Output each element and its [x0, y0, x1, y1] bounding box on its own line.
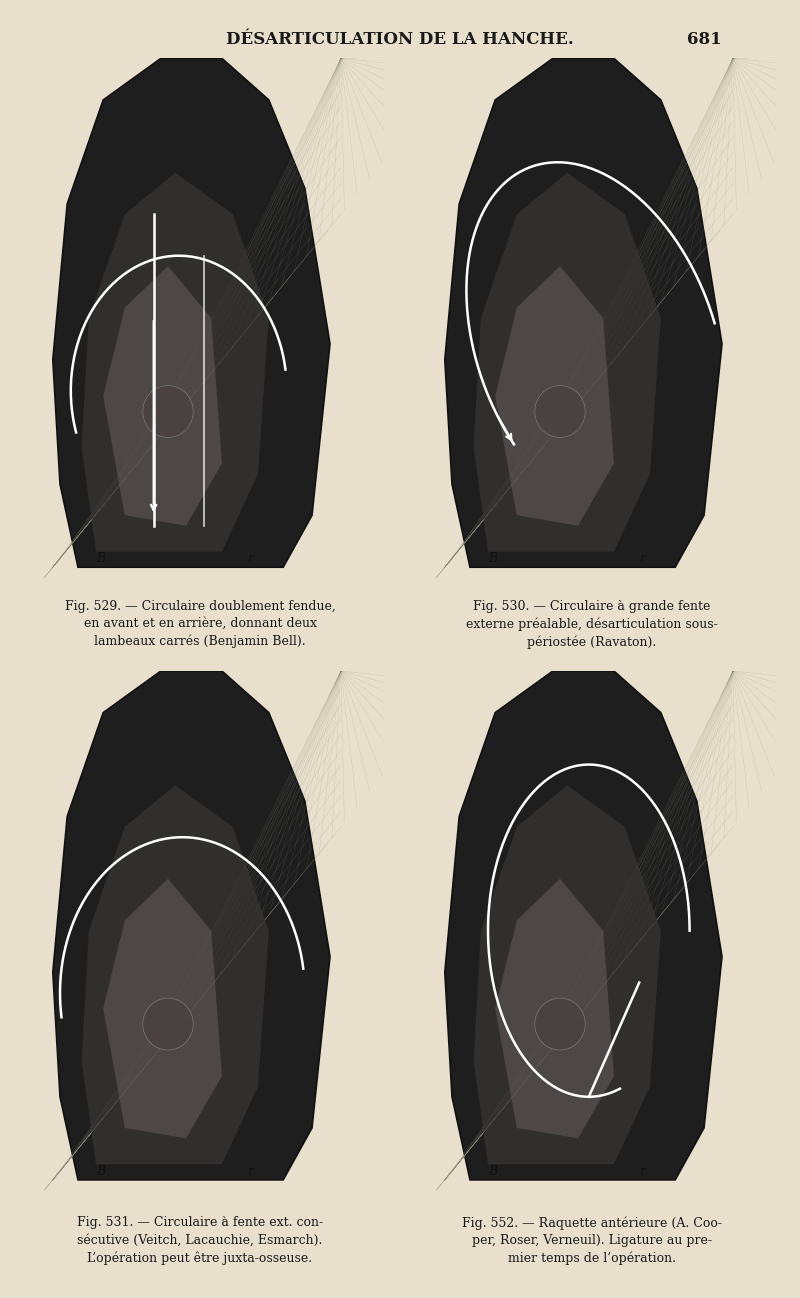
Text: Fig. 529. — Circulaire doublement fendue,
en avant et en arrière, donnant deux
l: Fig. 529. — Circulaire doublement fendue… — [65, 600, 335, 649]
Text: 681: 681 — [686, 31, 722, 48]
Text: Fig. 531. — Circulaire à fente ext. con-
sécutive (Veitch, Lacauchie, Esmarch).
: Fig. 531. — Circulaire à fente ext. con-… — [77, 1216, 323, 1266]
Text: DÉSARTICULATION DE LA HANCHE.: DÉSARTICULATION DE LA HANCHE. — [226, 31, 574, 48]
Text: Fig. 530. — Circulaire à grande fente
externe préalable, désarticulation sous-
p: Fig. 530. — Circulaire à grande fente ex… — [466, 600, 718, 649]
Text: Fig. 552. — Raquette antérieure (A. Coo-
per, Roser, Verneuil). Ligature au pre-: Fig. 552. — Raquette antérieure (A. Coo-… — [462, 1216, 722, 1266]
